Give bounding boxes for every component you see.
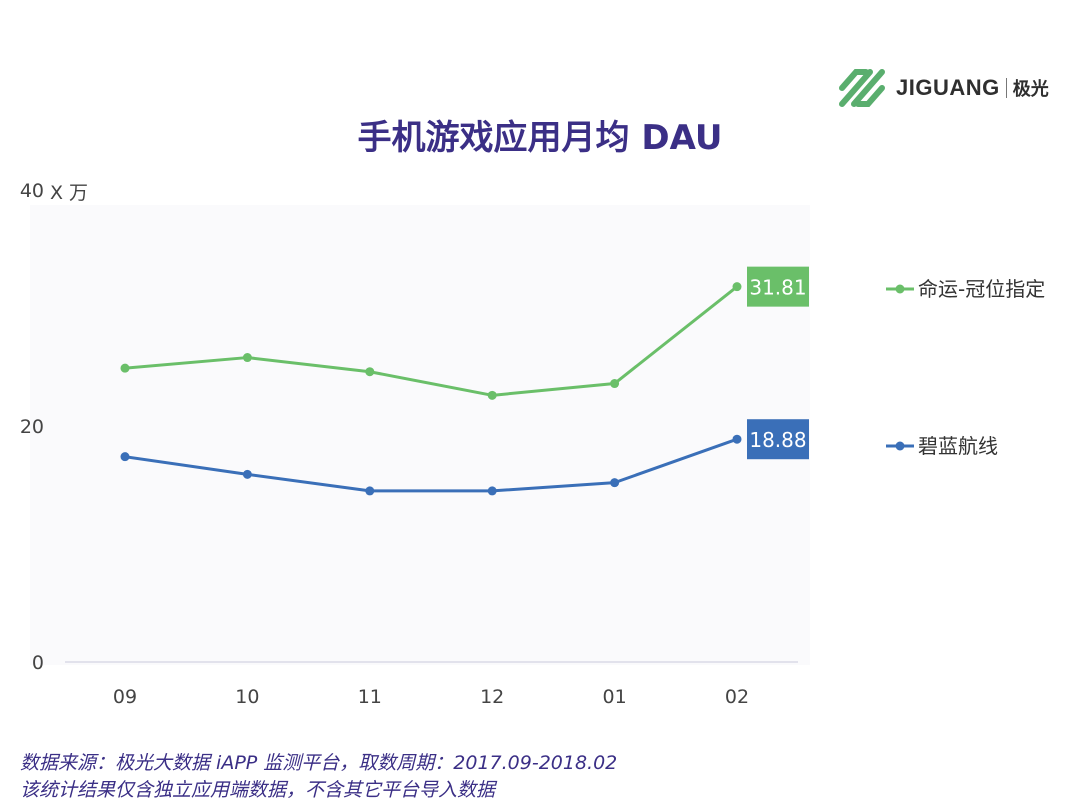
data-label-box xyxy=(747,419,809,460)
data-point xyxy=(610,478,620,488)
data-point xyxy=(732,282,742,292)
y-unit-label: X 万 xyxy=(50,182,88,204)
x-tick-label: 11 xyxy=(358,686,382,708)
data-point xyxy=(242,353,252,363)
data-point xyxy=(365,367,375,377)
y-tick-label: 20 xyxy=(20,416,44,438)
y-tick-label: 40 xyxy=(20,180,44,202)
data-label: 18.88 xyxy=(749,428,806,452)
x-tick-label: 01 xyxy=(603,686,627,708)
brand-name-cn: 极光 xyxy=(1012,79,1049,100)
line-chart: 0 20 40 X 万 09 10 11 12 01 02 31.81 18.88 命运-冠位指定… xyxy=(20,180,1045,708)
data-point xyxy=(610,379,620,389)
scope-note: 该统计结果仅含独立应用端数据，不含其它平台导入数据 xyxy=(20,779,496,801)
legend-marker-dot xyxy=(895,441,905,451)
data-point xyxy=(732,434,742,444)
y-axis: 0 20 40 X 万 xyxy=(20,180,88,674)
data-point xyxy=(120,363,130,373)
page-title: 手机游戏应用月均 DAU xyxy=(357,118,723,158)
data-label-box xyxy=(747,266,809,307)
footer-note: 数据来源：极光大数据 iAPP 监测平台，取数周期：2017.09-2018.0… xyxy=(20,750,617,804)
data-label: 31.81 xyxy=(749,276,806,300)
brand-name: JIGUANG xyxy=(896,75,1000,100)
legend-marker-dot xyxy=(895,284,905,294)
x-tick-label: 12 xyxy=(480,686,504,708)
x-tick-label: 02 xyxy=(725,686,749,708)
series-line xyxy=(124,285,738,397)
data-point xyxy=(487,390,497,400)
plot-background xyxy=(30,205,810,665)
legend-label: 碧蓝航线 xyxy=(918,434,998,458)
source-note: 数据来源：极光大数据 iAPP 监测平台，取数周期：2017.09-2018.0… xyxy=(20,752,618,774)
data-point xyxy=(365,486,375,496)
data-point xyxy=(242,469,252,479)
x-tick-label: 09 xyxy=(113,686,137,708)
data-point xyxy=(120,452,130,462)
legend-label: 命运-冠位指定 xyxy=(918,277,1045,301)
data-point xyxy=(487,486,497,496)
y-tick-label: 0 xyxy=(32,652,44,674)
series-layer: 31.81 18.88 xyxy=(120,266,809,496)
brand-divider xyxy=(1005,78,1007,98)
series-line xyxy=(124,437,738,493)
brand-logo: JIGUANG 极光 xyxy=(836,66,1049,110)
x-tick-label: 10 xyxy=(235,686,259,708)
x-axis: 09 10 11 12 01 02 xyxy=(113,686,749,708)
jiguang-logo-icon xyxy=(839,69,885,107)
